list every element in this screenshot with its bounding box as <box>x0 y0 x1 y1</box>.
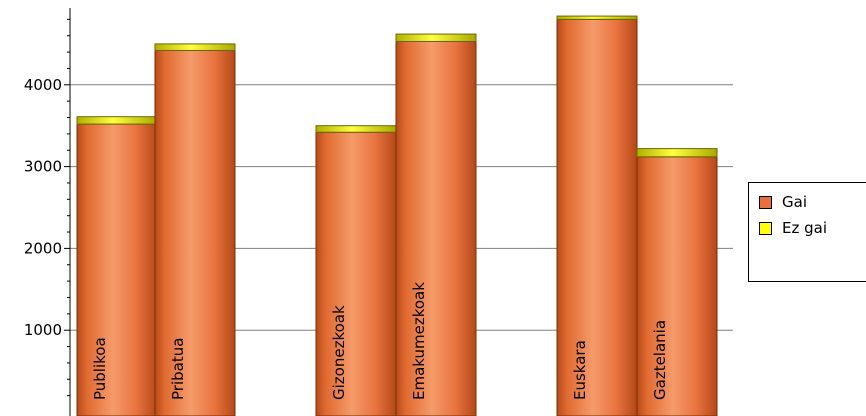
bar-group: Euskara <box>556 15 638 416</box>
bar-category-label: Gaztelania <box>651 320 669 400</box>
bar-group: Gaztelania <box>636 148 718 416</box>
bar-gai <box>556 18 638 416</box>
bar-category-label: Publikoa <box>91 337 109 400</box>
legend-label-gai: Gai <box>782 193 807 211</box>
bar-gai <box>76 123 158 416</box>
bar-group: Publikoa <box>76 116 158 416</box>
bar-ez-gai <box>76 116 158 125</box>
y-tick-label: 1000 <box>24 321 62 339</box>
bar-gai <box>315 131 397 416</box>
bar-gai <box>154 49 236 416</box>
bar-gai <box>636 156 718 416</box>
legend-label-ez-gai: Ez gai <box>782 219 827 237</box>
y-tick-label: 2000 <box>24 239 62 257</box>
bar-ez-gai <box>395 33 477 42</box>
bar-category-label: Pribatua <box>169 338 187 400</box>
y-tick-label: 4000 <box>24 76 62 94</box>
legend-swatch-gai <box>759 195 772 209</box>
bar-gai <box>395 40 477 416</box>
bar-group: Emakumezkoak <box>395 33 477 416</box>
bar-ez-gai <box>154 43 236 51</box>
bar-category-label: Euskara <box>571 340 589 400</box>
legend-swatch-ez-gai <box>759 221 772 235</box>
bar-ez-gai <box>636 148 718 158</box>
bar-group: Gizonezkoak <box>315 125 397 416</box>
bar-category-label: Gizonezkoak <box>330 305 348 400</box>
bar-group: Pribatua <box>154 43 236 416</box>
bar-ez-gai <box>315 125 397 133</box>
bar-category-label: Emakumezkoak <box>410 282 428 400</box>
legend-item-gai: Gai <box>759 193 807 211</box>
legend-item-ez-gai: Ez gai <box>759 219 827 237</box>
bar-ez-gai <box>556 15 638 20</box>
chart-legend: Gai Ez gai <box>748 182 866 282</box>
y-tick-label: 3000 <box>24 158 62 176</box>
